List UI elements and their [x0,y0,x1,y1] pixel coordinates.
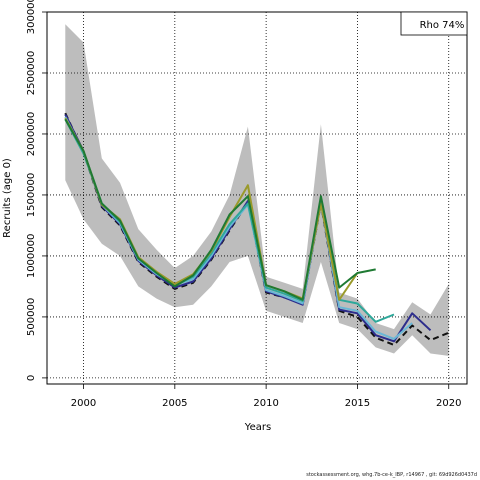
series-layer [64,112,450,346]
y-tick-label-2: 1000000 [26,234,37,279]
y-tick-label-0: 0 [26,375,37,381]
legend: Rho 74% [400,11,468,36]
y-axis-title: Recruits (age 0) [2,158,13,238]
y-tick-label-3: 1500000 [26,173,37,218]
x-tick-label-2: 2010 [253,398,278,409]
x-tick-label-4: 2020 [436,398,461,409]
confidence-band-layer [65,24,449,356]
legend-text: Rho 74% [420,20,465,31]
x-axis-title: Years [244,422,271,433]
y-axis: 0 500000 1000000 1500000 2000000 2500000 30000… [26,0,47,381]
plot-frame [46,11,468,385]
y-tick-label-6: 3000000 [26,0,37,34]
footer-credit: stockassessment.org, whg.7b-ce-k_IBP, r1… [306,472,477,478]
grid-layer [47,11,467,384]
y-tick-label-5: 2500000 [26,51,37,96]
legend-box [400,11,468,36]
series-line-5 [64,118,376,301]
x-tick-label-3: 2015 [345,398,370,409]
x-tick-label-0: 2000 [71,398,96,409]
confidence-band [65,24,449,356]
x-axis: 2000 2005 2010 2015 2020 [71,384,461,409]
y-tick-label-4: 2000000 [26,112,37,157]
x-tick-label-1: 2005 [162,398,187,409]
y-tick-label-1: 500000 [26,298,37,336]
